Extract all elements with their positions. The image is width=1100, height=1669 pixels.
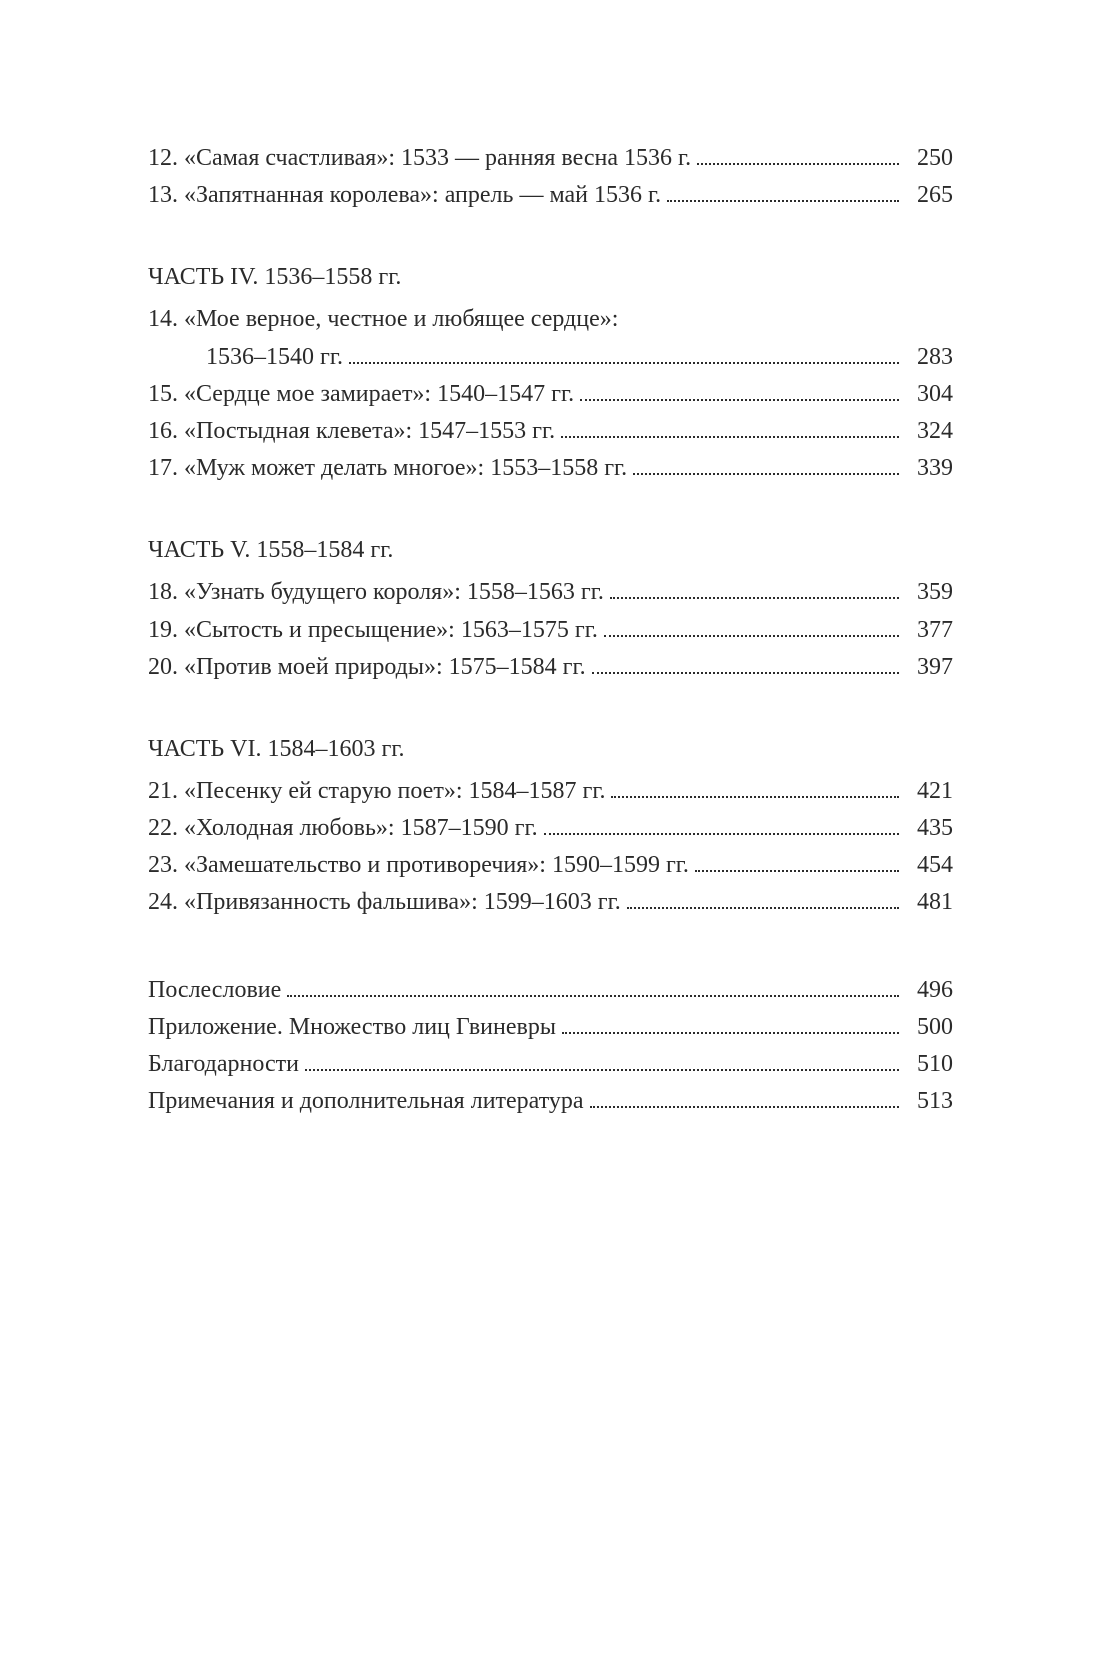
entry-page: 510: [905, 1046, 953, 1083]
leader-dots: [633, 473, 899, 475]
entry-label: 24. «Привязанность фальшива»: 1599–1603 …: [148, 884, 621, 921]
entry-label: 15. «Сердце мое замирает»: 1540–1547 гг.: [148, 376, 574, 413]
leader-dots: [349, 362, 899, 364]
entry-label: Послесловие: [148, 972, 281, 1009]
leader-dots: [561, 436, 899, 438]
entry-label: 12. «Самая счастливая»: 1533 — ранняя ве…: [148, 140, 691, 177]
entry-page: 377: [905, 612, 953, 649]
entry-label: 18. «Узнать будущего короля»: 1558–1563 …: [148, 574, 604, 611]
toc-section-part-vi: ЧАСТЬ VI. 1584–1603 гг. 21. «Песенку ей …: [148, 736, 953, 922]
entry-label: 13. «Запятнанная королева»: апрель — май…: [148, 177, 661, 214]
toc-content: 12. «Самая счастливая»: 1533 — ранняя ве…: [148, 140, 953, 1120]
leader-dots: [544, 833, 899, 835]
toc-entry: 12. «Самая счастливая»: 1533 — ранняя ве…: [148, 140, 953, 177]
leader-dots: [305, 1069, 899, 1071]
toc-entry: Приложение. Множество лиц Гвиневры 500: [148, 1009, 953, 1046]
section-heading: ЧАСТЬ V. 1558–1584 гг.: [148, 537, 953, 564]
entry-label: 16. «Постыдная клевета»: 1547–1553 гг.: [148, 413, 555, 450]
toc-entry: Примечания и дополнительная литература 5…: [148, 1083, 953, 1120]
entry-label: 20. «Против моей природы»: 1575–1584 гг.: [148, 649, 586, 686]
toc-entry: 18. «Узнать будущего короля»: 1558–1563 …: [148, 574, 953, 611]
leader-dots: [697, 163, 899, 165]
entry-page: 500: [905, 1009, 953, 1046]
section-heading: ЧАСТЬ VI. 1584–1603 гг.: [148, 736, 953, 763]
toc-section-part-iv: ЧАСТЬ IV. 1536–1558 гг. 14. «Мое верное,…: [148, 264, 953, 487]
entry-page: 283: [905, 339, 953, 376]
entry-label: 21. «Песенку ей старую поет»: 1584–1587 …: [148, 773, 605, 810]
entry-page: 359: [905, 574, 953, 611]
entry-page: 250: [905, 140, 953, 177]
leader-dots: [695, 870, 899, 872]
toc-entry: 19. «Сытость и пресыщение»: 1563–1575 гг…: [148, 612, 953, 649]
entry-label: Примечания и дополнительная литература: [148, 1083, 584, 1120]
entry-label: 23. «Замешательство и противоречия»: 159…: [148, 847, 689, 884]
entry-page: 304: [905, 376, 953, 413]
entry-page: 324: [905, 413, 953, 450]
leader-dots: [611, 796, 899, 798]
entry-page: 265: [905, 177, 953, 214]
toc-entry: 17. «Муж может делать многое»: 1553–1558…: [148, 450, 953, 487]
section-heading: ЧАСТЬ IV. 1536–1558 гг.: [148, 264, 953, 291]
leader-dots: [610, 597, 899, 599]
toc-entry: 23. «Замешательство и противоречия»: 159…: [148, 847, 953, 884]
entry-page: 481: [905, 884, 953, 921]
toc-section-part-v: ЧАСТЬ V. 1558–1584 гг. 18. «Узнать будущ…: [148, 537, 953, 686]
leader-dots: [667, 200, 899, 202]
back-matter: Послесловие 496 Приложение. Множество ли…: [148, 972, 953, 1121]
entry-page: 454: [905, 847, 953, 884]
entry-page: 397: [905, 649, 953, 686]
toc-entry: 20. «Против моей природы»: 1575–1584 гг.…: [148, 649, 953, 686]
toc-entry: 16. «Постыдная клевета»: 1547–1553 гг. 3…: [148, 413, 953, 450]
toc-entry: Благодарности 510: [148, 1046, 953, 1083]
leader-dots: [590, 1106, 899, 1108]
toc-section-top: 12. «Самая счастливая»: 1533 — ранняя ве…: [148, 140, 953, 214]
toc-entry: 24. «Привязанность фальшива»: 1599–1603 …: [148, 884, 953, 921]
entry-page: 421: [905, 773, 953, 810]
toc-entry: 21. «Песенку ей старую поет»: 1584–1587 …: [148, 773, 953, 810]
entry-label: 22. «Холодная любовь»: 1587–1590 гг.: [148, 810, 538, 847]
toc-entry: 22. «Холодная любовь»: 1587–1590 гг. 435: [148, 810, 953, 847]
entry-label: 17. «Муж может делать многое»: 1553–1558…: [148, 450, 627, 487]
toc-entry-line2: 1536–1540 гг. 283: [148, 339, 953, 376]
leader-dots: [562, 1032, 899, 1034]
leader-dots: [287, 995, 899, 997]
entry-label: Приложение. Множество лиц Гвиневры: [148, 1009, 556, 1046]
entry-page: 435: [905, 810, 953, 847]
entry-page: 496: [905, 972, 953, 1009]
entry-page: 339: [905, 450, 953, 487]
entry-label: 19. «Сытость и пресыщение»: 1563–1575 гг…: [148, 612, 598, 649]
toc-entry-multiline: 14. «Мое верное, честное и любящее сердц…: [148, 301, 953, 375]
entry-label: Благодарности: [148, 1046, 299, 1083]
leader-dots: [627, 907, 899, 909]
entry-label-line1: 14. «Мое верное, честное и любящее сердц…: [148, 301, 953, 338]
toc-entry: 13. «Запятнанная королева»: апрель — май…: [148, 177, 953, 214]
entry-page: 513: [905, 1083, 953, 1120]
toc-entry: Послесловие 496: [148, 972, 953, 1009]
leader-dots: [580, 399, 899, 401]
leader-dots: [592, 672, 899, 674]
leader-dots: [604, 635, 899, 637]
entry-label-line2: 1536–1540 гг.: [206, 339, 343, 376]
toc-entry: 15. «Сердце мое замирает»: 1540–1547 гг.…: [148, 376, 953, 413]
